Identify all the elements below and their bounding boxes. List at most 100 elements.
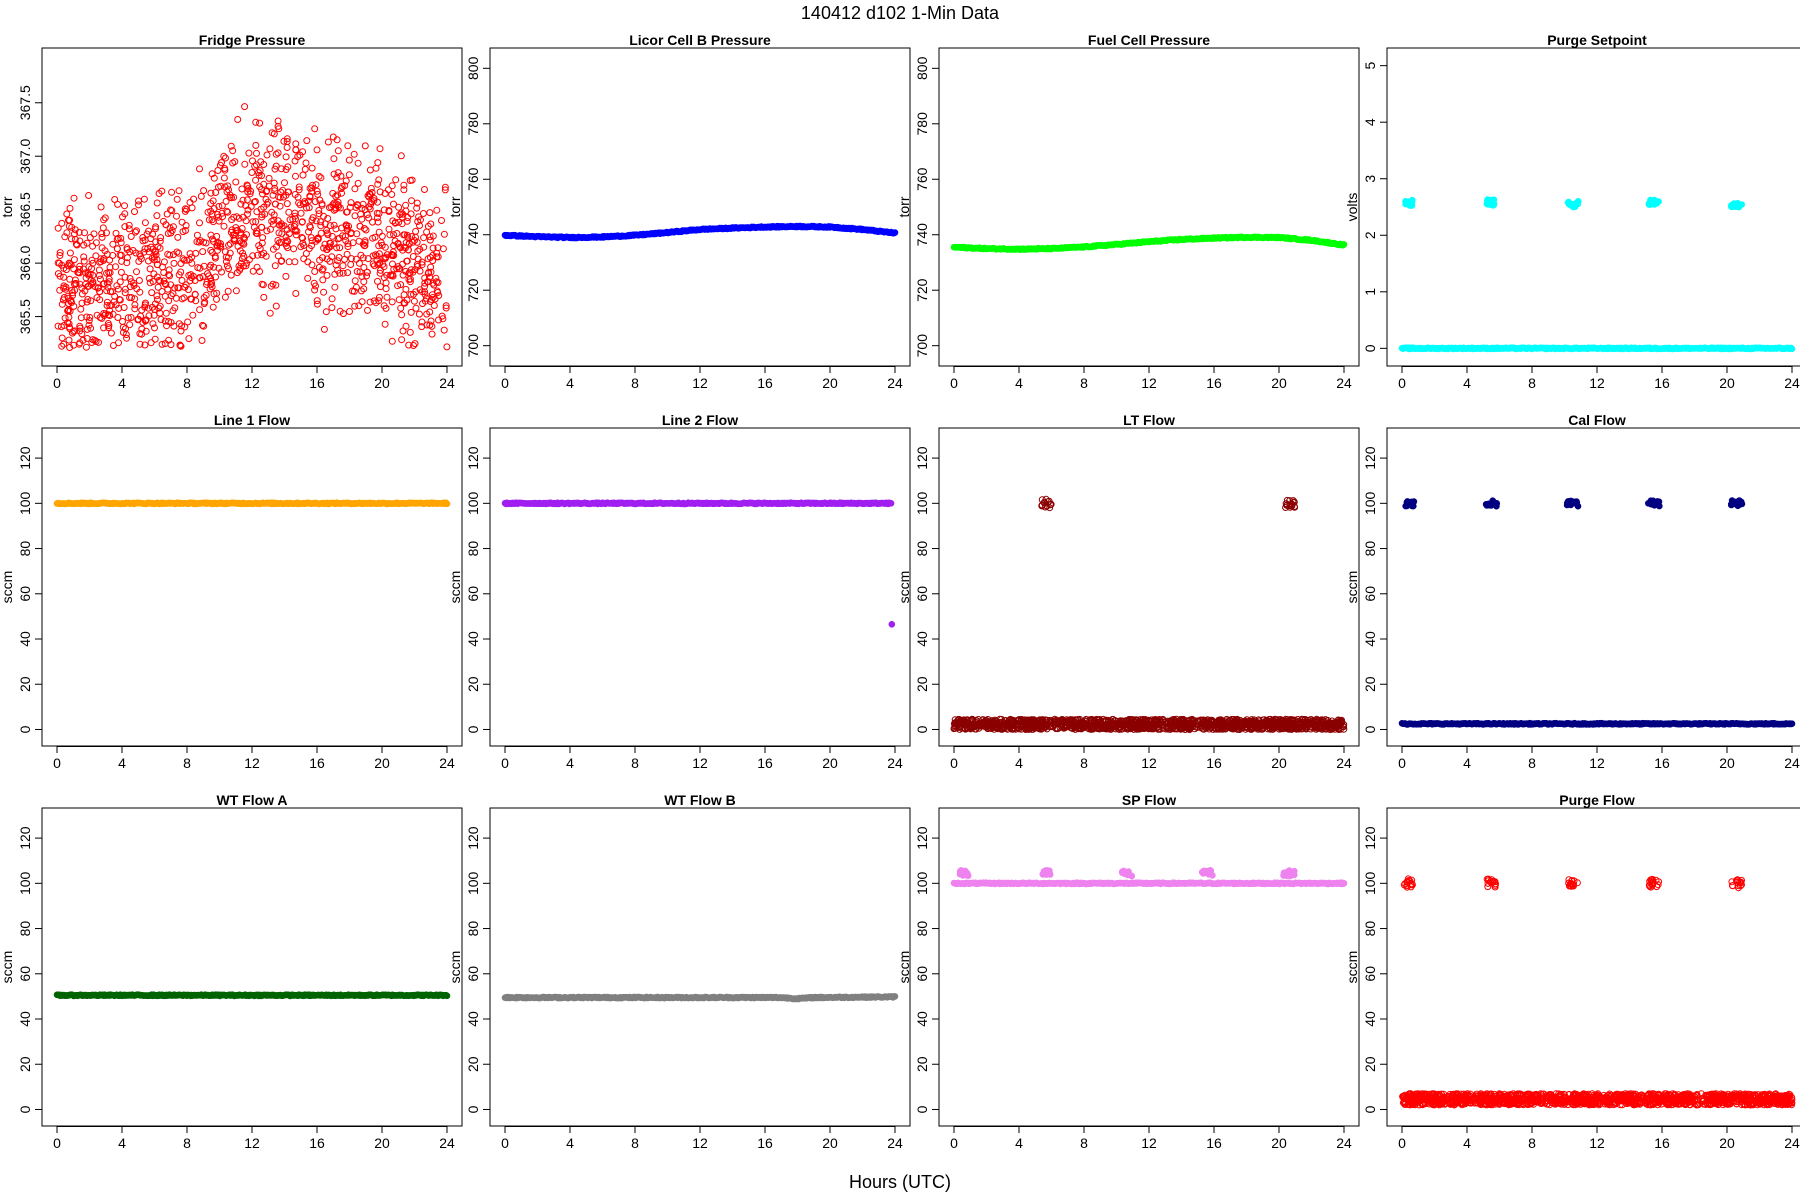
data-point (60, 273, 68, 281)
data-point (207, 231, 215, 239)
data-point (278, 230, 286, 238)
data-point (245, 149, 253, 157)
data-point (242, 262, 250, 270)
data-point (284, 163, 292, 171)
data-point (1024, 720, 1032, 728)
data-point (230, 236, 238, 244)
y-tick-label: 120 (465, 446, 481, 470)
data-point (1252, 719, 1260, 727)
data-point (253, 208, 261, 216)
data-point (979, 716, 987, 724)
data-point (412, 227, 420, 235)
data-point (385, 225, 393, 233)
data-point (147, 235, 155, 243)
data-point (153, 296, 161, 304)
data-point (1148, 724, 1156, 732)
data-point (966, 722, 974, 730)
data-point (71, 327, 79, 335)
data-point (313, 146, 321, 154)
data-point (76, 262, 84, 270)
data-point (392, 176, 400, 184)
data-point (123, 254, 131, 262)
x-tick-label: 4 (1463, 375, 1471, 391)
data-point (112, 263, 119, 271)
data-point (167, 281, 175, 289)
data-point (225, 241, 233, 249)
data-point (355, 237, 363, 245)
data-point (113, 282, 121, 290)
data-point (180, 256, 188, 264)
data-point (222, 154, 229, 162)
data-point (247, 187, 255, 195)
data-point (145, 312, 153, 320)
data-point (440, 230, 448, 238)
data-point (93, 311, 101, 319)
cluster-point (1732, 203, 1739, 210)
data-point (1086, 719, 1094, 727)
data-point (1788, 345, 1796, 353)
data-point (1232, 719, 1240, 727)
data-point (299, 234, 307, 242)
data-point (421, 290, 429, 298)
data-point (344, 269, 352, 277)
data-point (70, 194, 78, 202)
data-point (271, 165, 279, 173)
data-point (314, 190, 322, 198)
data-point (435, 292, 443, 300)
y-tick-label: 1 (1362, 288, 1378, 296)
data-point (121, 273, 129, 281)
data-point (354, 159, 362, 167)
data-point (149, 230, 157, 238)
data-point (139, 237, 147, 245)
data-point (382, 285, 390, 293)
data-point (266, 145, 274, 153)
data-point (207, 274, 215, 282)
panel-title: Purge Setpoint (1547, 32, 1647, 48)
data-point (155, 304, 163, 312)
data-point (182, 222, 190, 229)
data-point (58, 334, 66, 342)
data-point (207, 189, 215, 197)
data-point (103, 250, 111, 258)
data-point (353, 230, 361, 238)
data-point (360, 285, 368, 293)
data-point (100, 216, 108, 224)
data-point (339, 269, 347, 277)
data-point (373, 214, 381, 222)
x-tick-label: 8 (183, 375, 191, 391)
data-point (380, 302, 388, 310)
data-point (349, 287, 356, 295)
data-point (125, 221, 133, 229)
data-point (1104, 723, 1112, 731)
data-point (213, 295, 220, 303)
data-point (205, 216, 213, 224)
data-point (291, 191, 299, 198)
data-point (334, 266, 342, 274)
data-point (67, 235, 75, 243)
data-point (224, 182, 232, 190)
data-point (131, 305, 139, 313)
data-point (105, 269, 113, 276)
data-point (255, 169, 262, 177)
data-point (315, 207, 323, 214)
data-point (166, 224, 174, 232)
data-point (98, 233, 106, 241)
data-point (420, 234, 428, 242)
data-point (337, 172, 345, 180)
data-point (207, 200, 215, 207)
data-point (175, 271, 183, 279)
data-point (254, 251, 262, 259)
data-point (324, 138, 332, 146)
data-point (65, 306, 72, 314)
data-point (107, 329, 115, 337)
data-point (330, 221, 338, 229)
data-point (328, 232, 336, 240)
cluster-point (1647, 196, 1654, 204)
data-point (366, 298, 374, 306)
data-point (260, 203, 268, 211)
data-point (389, 248, 397, 256)
data-point (259, 234, 267, 242)
data-point (347, 261, 355, 268)
